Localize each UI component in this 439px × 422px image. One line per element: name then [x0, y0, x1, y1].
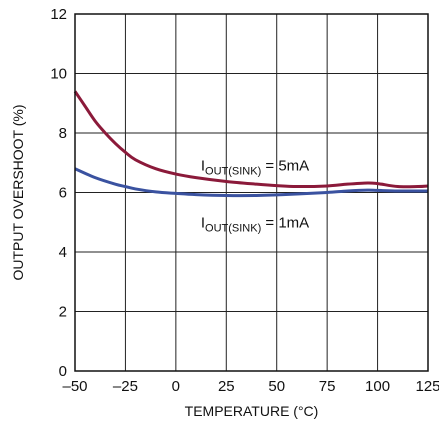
y-tick-labels: 0 2 4 6 8 10 12 [50, 6, 67, 380]
x-tick-label: 50 [268, 378, 285, 395]
y-tick-label: 4 [59, 244, 67, 261]
y-tick-label: 0 [59, 363, 67, 380]
annotation-5ma: IOUT(SINK) = 5mA [201, 158, 309, 178]
y-tick-label: 12 [50, 6, 67, 23]
grid [75, 14, 428, 371]
x-tick-label: –50 [62, 378, 87, 395]
y-tick-label: 10 [50, 66, 67, 83]
annotation-1ma: IOUT(SINK) = 1mA [201, 214, 309, 234]
y-tick-label: 6 [59, 185, 67, 202]
plot-frame [74, 13, 429, 372]
x-tick-label: –25 [113, 378, 138, 395]
x-tick-labels: –50 –25 0 25 50 75 100 125 [62, 378, 439, 395]
x-tick-label: 75 [319, 378, 336, 395]
series-lines [73, 90, 429, 198]
x-tick-label: 100 [365, 378, 390, 395]
annotations: IOUT(SINK) = 5mA IOUT(SINK) = 1mA [201, 158, 309, 235]
x-axis-label: TEMPERATURE (°C) [185, 403, 319, 419]
y-tick-label: 2 [59, 304, 67, 321]
series-5ma-line [73, 90, 429, 189]
y-axis-label: OUTPUT OVERSHOOT (%) [10, 104, 26, 280]
x-tick-label: 0 [172, 378, 180, 395]
y-tick-label: 8 [59, 125, 67, 142]
x-tick-label: 25 [218, 378, 235, 395]
series-1ma-line [74, 167, 428, 198]
x-tick-label: 125 [415, 378, 439, 395]
